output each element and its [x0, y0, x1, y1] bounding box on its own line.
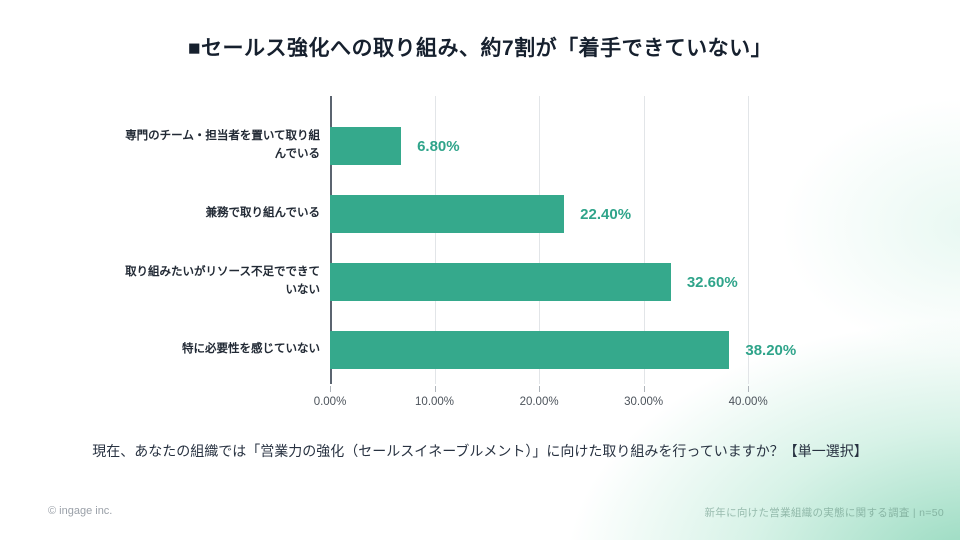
x-tick-mark [434, 386, 436, 392]
bar-value-label: 6.80% [417, 137, 460, 155]
bar-track: 22.40% [330, 195, 790, 233]
bar [330, 127, 402, 165]
bar [330, 195, 565, 233]
bar [330, 331, 730, 369]
x-tick-mark [330, 386, 331, 392]
chart-plot-area: 専門のチーム・担当者を置いて取り組んでいる 6.80% 兼務で取り組んでいる 22.4… [122, 96, 796, 384]
bar-value-label: 22.40% [580, 205, 632, 223]
bar-chart: 専門のチーム・担当者を置いて取り組んでいる 6.80% 兼務で取り組んでいる 22.4… [122, 96, 796, 420]
survey-source-note: 新年に向けた営業組織の実態に関する調査 | n=50 [704, 507, 944, 519]
x-tick-label: 40.00% [728, 396, 768, 408]
copyright: © ingage inc. [48, 505, 113, 517]
bar-track: 32.60% [330, 263, 790, 301]
bar-row: 取り組みたいがリソース不足でできていない 32.60% [122, 248, 790, 316]
x-tick-mark [539, 386, 541, 392]
x-tick-mark [748, 386, 750, 392]
slide-title: ■セールス強化への取り組み、約7割が「着手できていない」 [187, 37, 773, 60]
bar-row: 専門のチーム・担当者を置いて取り組んでいる 6.80% [122, 112, 790, 180]
category-label: 特に必要性を感じていない [182, 343, 320, 356]
bar-row: 特に必要性を感じていない 38.20% [122, 316, 796, 384]
category-label: 取り組みたいがリソース不足でできていない [125, 266, 320, 296]
x-tick-label: 30.00% [624, 396, 664, 408]
bar-value-label: 32.60% [686, 273, 738, 291]
survey-question: 現在、あなたの組織では「営業力の強化（セールスイネーブルメント）」に向けた取り組… [92, 443, 868, 459]
chart-x-axis: 0.00% 10.00% 20.00% 30.00% 40.00% [314, 386, 790, 420]
x-tick-label: 10.00% [415, 396, 455, 408]
bar [330, 263, 671, 301]
bar-value-label: 38.20% [745, 341, 797, 359]
x-tick-mark [643, 386, 645, 392]
bar-track: 38.20% [330, 331, 796, 369]
chart-rows: 専門のチーム・担当者を置いて取り組んでいる 6.80% 兼務で取り組んでいる 22.4… [122, 112, 796, 384]
bar-track: 6.80% [330, 127, 790, 165]
x-tick-label: 20.00% [519, 396, 559, 408]
category-label: 専門のチーム・担当者を置いて取り組んでいる [125, 130, 320, 160]
category-label: 兼務で取り組んでいる [205, 207, 320, 220]
bar-row: 兼務で取り組んでいる 22.40% [122, 180, 790, 248]
x-tick-label: 0.00% [313, 396, 347, 408]
